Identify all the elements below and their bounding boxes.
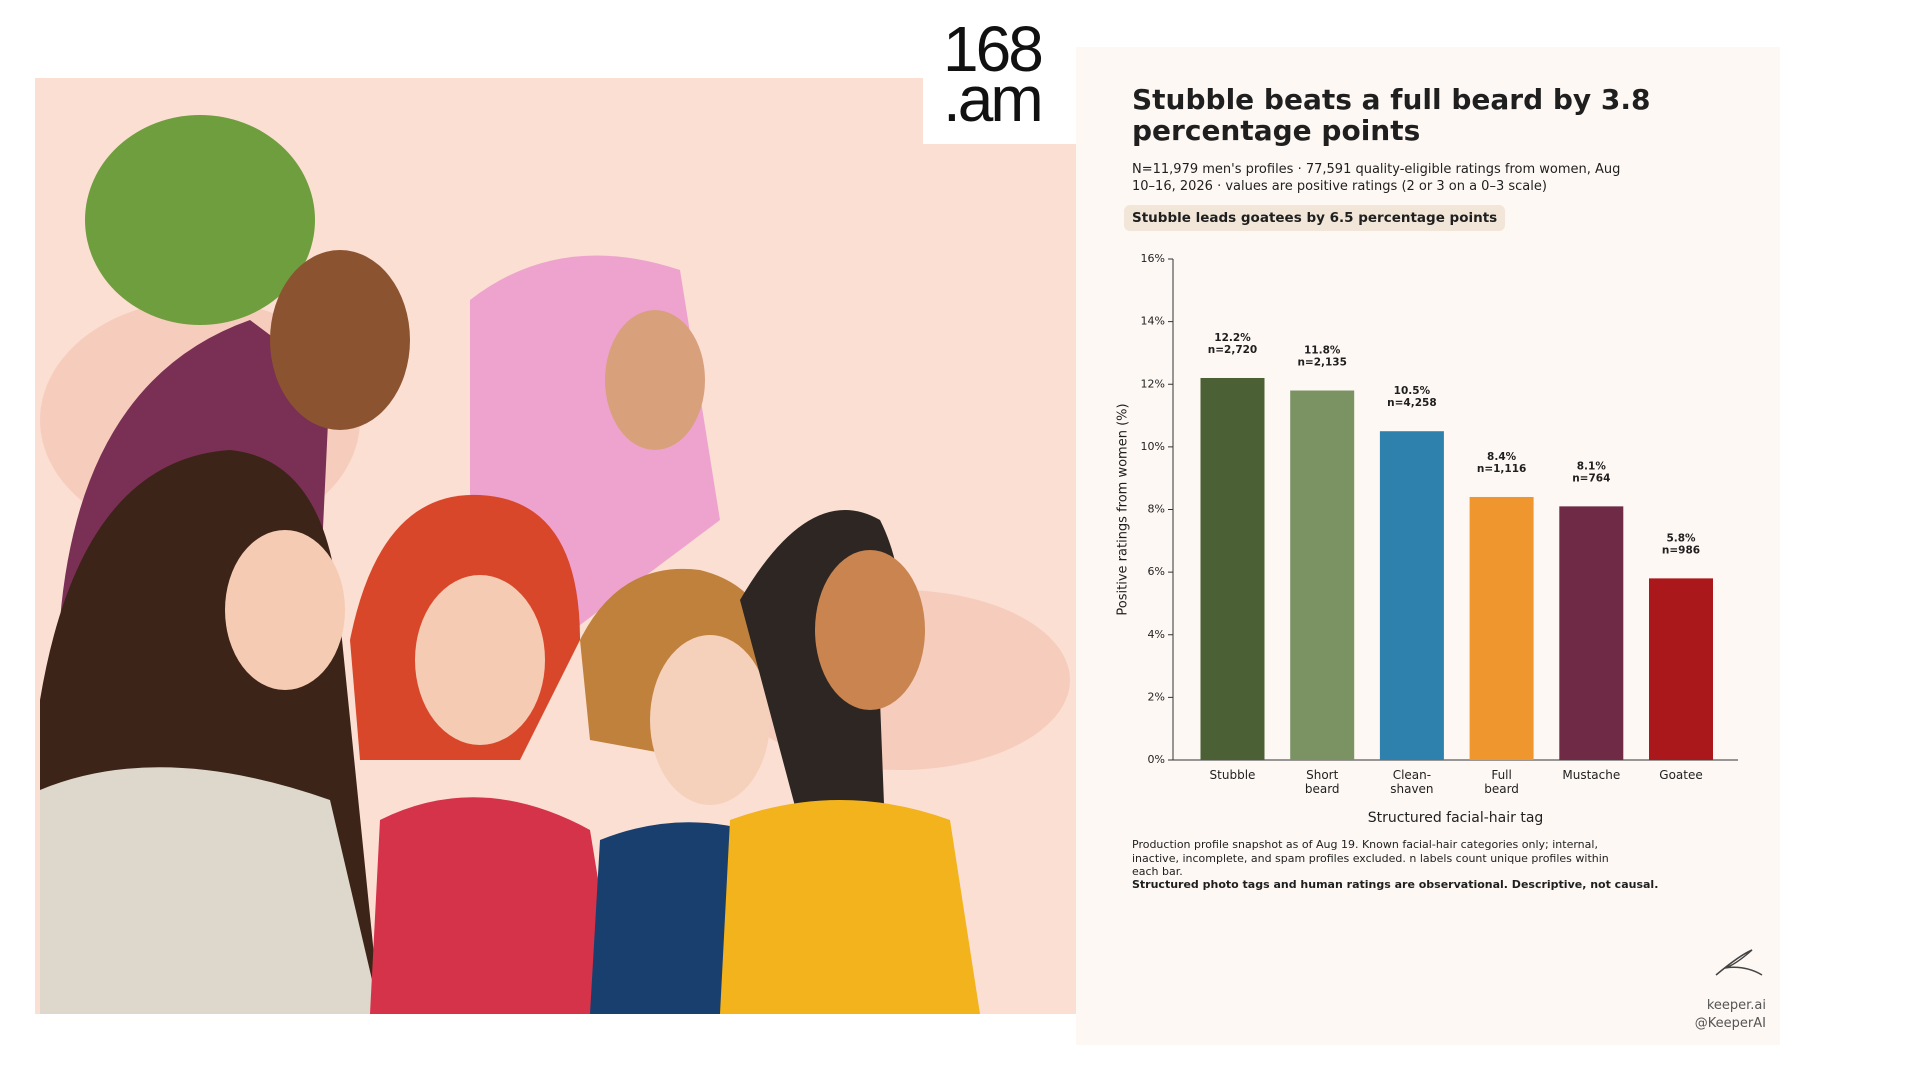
footnote: Structured photo tags and human ratings … [1132,878,1659,891]
n-label: n=986 [1662,544,1700,556]
y-tick-label: 12% [1141,377,1165,390]
y-tick-label: 16% [1141,252,1165,265]
x-tick-label: Goatee [1659,768,1702,782]
value-label: 10.5% [1394,385,1431,397]
brand: keeper.ai [1706,998,1766,1013]
x-tick-label: Full beard [1484,768,1519,796]
value-label: 5.8% [1666,532,1696,544]
value-label: 11.8% [1304,345,1341,357]
x-tick-label: Clean-shaven [1390,768,1433,796]
n-label: n=764 [1572,472,1610,484]
bar [1200,377,1265,760]
y-tick-label: 8% [1148,503,1165,516]
bar [1469,496,1534,760]
n-label: n=2,720 [1208,344,1258,356]
illustration [35,78,1076,1014]
logo: 168 .am [923,0,1076,144]
n-label: n=2,135 [1297,357,1347,369]
value-label: 8.1% [1577,460,1607,472]
handle: @KeeperAI [1694,1016,1766,1031]
y-axis-label: Positive ratings from women (%) [1116,403,1131,615]
chart-subtitle: N=11,979 men's profiles · 77,591 quality… [1132,162,1621,194]
x-axis-label: Structured facial-hair tag [1368,810,1544,826]
bar [1379,431,1444,760]
y-tick-label: 10% [1141,440,1165,453]
value-label: 8.4% [1487,451,1517,463]
n-label: n=1,116 [1477,463,1527,475]
y-tick-label: 6% [1148,565,1165,578]
y-tick-label: 4% [1148,628,1165,641]
x-tick-label: Stubble [1210,768,1256,782]
chart-title: Stubble beats a full beard by 3.8 percen… [1132,83,1651,147]
x-tick-label: Short beard [1305,768,1340,796]
bar [1649,578,1713,760]
x-tick-label: Mustache [1562,768,1620,782]
plot: 0% 2% 4% 6% 8% 10% 12% 14% 16% Positive ratings f… [1116,252,1738,826]
signature [1715,949,1763,976]
bar [1290,390,1355,760]
n-label: n=4,258 [1387,397,1437,409]
logo-line: .am [943,63,1044,135]
y-tick-label: 2% [1148,690,1165,703]
y-tick-label: 0% [1148,753,1165,766]
logo-line: 168 [943,13,1044,85]
callout: Stubble leads goatees by 6.5 percentage … [1124,205,1506,231]
value-label: 12.2% [1214,332,1251,344]
bar [1559,506,1624,760]
y-tick-label: 14% [1141,315,1165,328]
footnote: Production profile snapshot as of Aug 19… [1132,838,1609,878]
